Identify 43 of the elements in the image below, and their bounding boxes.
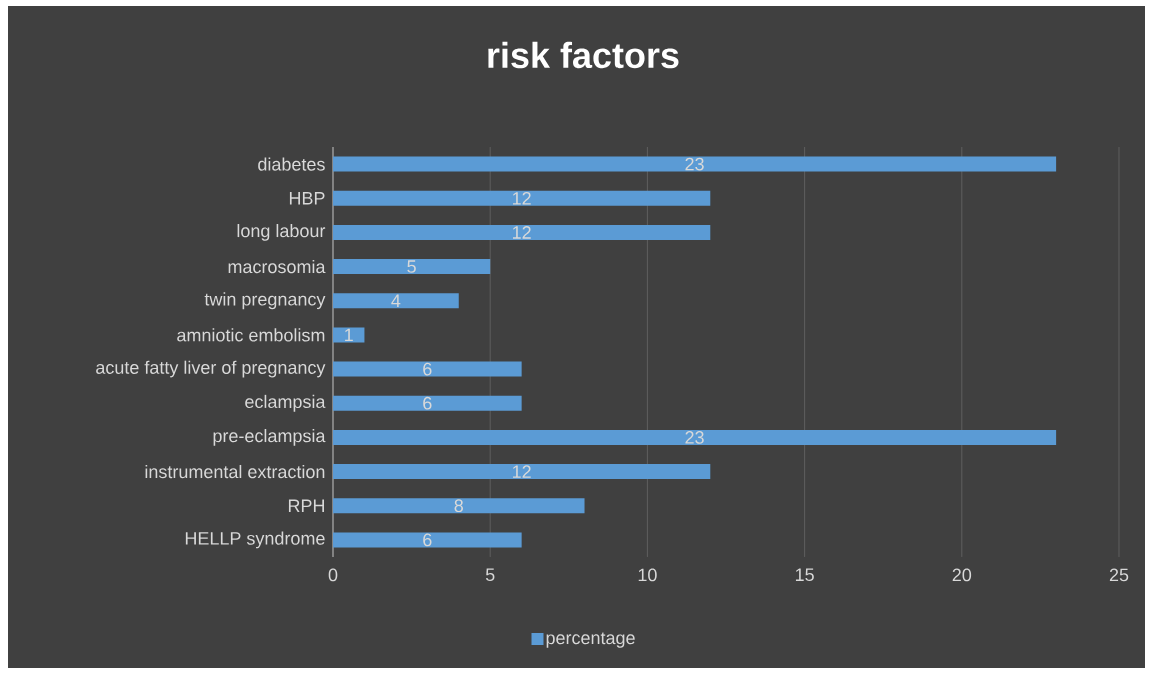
x-tick-label: 20: [952, 568, 972, 582]
y-tick-label: macrosomia: [228, 259, 326, 274]
y-tick-label: RPH: [288, 499, 324, 512]
data-label: 1: [345, 328, 353, 342]
x-tick-label: 10: [638, 568, 657, 582]
data-label: 23: [685, 157, 704, 171]
data-label: 5: [407, 260, 416, 273]
x-tick-label: 0: [328, 568, 338, 582]
y-tick-label: pre-eclampsia: [213, 429, 326, 446]
bar: [333, 361, 522, 377]
bar: [333, 156, 1057, 172]
data-label: 12: [513, 191, 531, 205]
data-label: 23: [685, 431, 704, 444]
y-tick-label: instrumental extraction: [145, 464, 325, 479]
y-tick-label: diabetes: [258, 157, 325, 171]
data-label: 4: [391, 294, 401, 307]
data-label: 12: [513, 465, 531, 478]
y-tick-label: acute fatty liver of pregnancy: [96, 360, 326, 378]
data-label: 12: [513, 226, 531, 239]
chart-title: risk factors: [488, 41, 679, 69]
data-label: 6: [423, 533, 432, 547]
bar: [333, 464, 711, 480]
y-tick-label: long labour: [237, 224, 326, 241]
data-label: 8: [454, 499, 463, 513]
x-tick-label: 5: [485, 568, 495, 582]
x-tick-label: 15: [795, 568, 814, 582]
bar: [333, 395, 522, 411]
x-tick-label: 25: [1109, 568, 1129, 582]
y-tick-label: amniotic embolism: [177, 328, 325, 342]
y-tick-label: eclampsia: [245, 394, 326, 412]
bar: [333, 259, 491, 275]
y-tick-label: twin pregnancy: [204, 292, 326, 310]
bar: [333, 293, 459, 309]
bar: [333, 429, 1057, 445]
bar: [333, 498, 585, 514]
data-label: 6: [423, 396, 432, 410]
bar: [333, 224, 711, 240]
legend-label: percentage: [546, 632, 635, 648]
bar: [333, 532, 522, 548]
bar: [333, 190, 711, 206]
y-tick-label: HBP: [289, 192, 325, 205]
y-tick-label: HELLP syndrome: [185, 531, 325, 549]
data-label: 6: [423, 362, 432, 376]
